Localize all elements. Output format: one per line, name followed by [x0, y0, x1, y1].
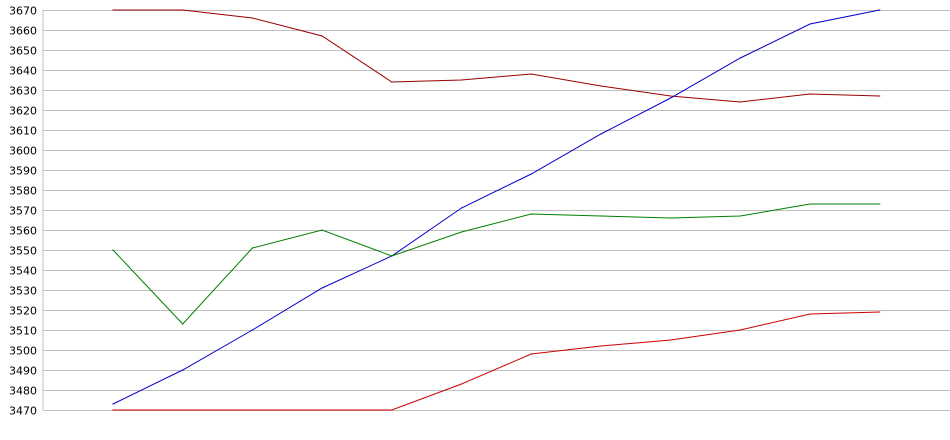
data-point: [879, 203, 881, 205]
y-tick-label: 3500: [9, 345, 37, 358]
data-point: [460, 231, 463, 233]
y-tick-label: 3660: [9, 25, 37, 38]
data-point: [112, 249, 114, 251]
series-4: [112, 311, 881, 411]
data-point: [809, 23, 811, 25]
y-tick-label: 3520: [9, 305, 37, 318]
y-tick-label: 3580: [9, 185, 37, 198]
y-tick-label: 3590: [9, 165, 37, 178]
data-point: [251, 17, 253, 19]
data-point: [182, 9, 184, 11]
data-point: [321, 287, 323, 289]
data-point: [739, 57, 741, 59]
data-point: [391, 255, 393, 257]
data-point: [460, 79, 463, 81]
data-point: [879, 311, 881, 313]
data-point: [600, 345, 602, 347]
data-point: [879, 9, 881, 11]
data-point: [600, 133, 602, 135]
series-line: [113, 311, 880, 411]
data-point: [182, 369, 184, 371]
data-point: [251, 409, 253, 411]
data-point: [530, 353, 532, 355]
y-tick-label: 3550: [9, 245, 37, 258]
data-point: [739, 101, 741, 103]
y-tick-label: 3570: [9, 205, 37, 218]
data-point: [182, 409, 184, 411]
data-point: [809, 203, 811, 205]
data-point: [670, 95, 672, 97]
data-point: [809, 313, 811, 315]
data-point: [251, 329, 253, 331]
data-point: [739, 215, 741, 217]
y-tick-label: 3620: [9, 105, 37, 118]
data-point: [600, 85, 602, 87]
y-tick-label: 3480: [9, 385, 37, 398]
y-tick-label: 3490: [9, 365, 37, 378]
series-line: [112, 9, 880, 405]
data-point: [391, 409, 393, 411]
data-point: [670, 97, 672, 99]
y-tick-label: 3630: [9, 85, 37, 98]
data-point: [879, 95, 881, 97]
y-tick-label: 3560: [9, 225, 37, 238]
y-tick-label: 3530: [9, 285, 37, 298]
data-point: [112, 9, 114, 11]
y-tick-label: 3470: [9, 405, 37, 418]
data-point: [321, 35, 323, 37]
data-point: [321, 409, 323, 411]
y-tick-label: 3610: [9, 125, 37, 138]
series-3: [112, 203, 881, 325]
data-point: [321, 229, 323, 231]
data-point: [739, 329, 741, 331]
grid-layer: [42, 10, 950, 411]
series-line: [112, 203, 880, 325]
data-point: [670, 339, 672, 341]
series-1: [112, 9, 881, 103]
data-point: [112, 409, 114, 411]
data-point: [460, 383, 463, 385]
y-tick-label: 3650: [9, 45, 37, 58]
y-tick-label: 3540: [9, 265, 37, 278]
series-layer: [112, 9, 881, 411]
y-tick-label: 3670: [9, 5, 37, 18]
data-point: [670, 217, 672, 219]
data-point: [530, 213, 532, 215]
data-point: [460, 207, 463, 209]
data-point: [391, 81, 393, 83]
y-tick-labels: 3470 3480 3490 3500 3510 3520 3530 3540 3550 3560…: [9, 5, 37, 418]
series-2: [112, 9, 881, 405]
y-tick-label: 3510: [9, 325, 37, 338]
data-point: [182, 323, 184, 325]
data-point: [600, 215, 602, 217]
data-point: [530, 73, 532, 75]
data-point: [112, 403, 114, 405]
data-point: [809, 93, 811, 95]
series-line: [113, 9, 880, 103]
y-tick-label: 3640: [9, 65, 37, 78]
data-point: [530, 173, 532, 175]
data-point: [251, 247, 253, 249]
y-tick-label: 3600: [9, 145, 37, 158]
